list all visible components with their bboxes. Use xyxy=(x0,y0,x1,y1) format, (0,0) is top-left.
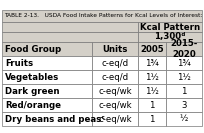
Bar xyxy=(92,56,138,70)
Bar xyxy=(138,42,166,56)
Bar xyxy=(138,84,166,98)
Bar xyxy=(166,56,202,70)
Text: c-eq/wk: c-eq/wk xyxy=(98,101,132,109)
Text: 1: 1 xyxy=(181,86,187,95)
Text: Food Group: Food Group xyxy=(5,45,61,53)
Bar xyxy=(166,98,202,112)
Bar xyxy=(166,84,202,98)
Text: Fruits: Fruits xyxy=(5,59,33,68)
Text: 2015-
2020: 2015- 2020 xyxy=(170,40,198,59)
Text: Vegetables: Vegetables xyxy=(5,72,59,82)
Text: Kcal Pattern: Kcal Pattern xyxy=(140,22,200,32)
Text: Dark green: Dark green xyxy=(5,86,60,95)
Text: 1¾: 1¾ xyxy=(145,59,159,68)
Bar xyxy=(2,42,92,56)
Text: Units: Units xyxy=(102,45,128,53)
Bar xyxy=(138,56,166,70)
Text: 1½: 1½ xyxy=(145,86,159,95)
Text: c-eq/wk: c-eq/wk xyxy=(98,115,132,124)
Bar xyxy=(2,10,202,22)
Bar xyxy=(2,32,138,42)
Text: 1½: 1½ xyxy=(177,72,191,82)
Text: 1½: 1½ xyxy=(145,72,159,82)
Text: 2005: 2005 xyxy=(140,45,164,53)
Text: Dry beans and peasᶜ: Dry beans and peasᶜ xyxy=(5,115,105,124)
Text: 1: 1 xyxy=(149,101,155,109)
Bar xyxy=(2,112,92,126)
Bar xyxy=(92,98,138,112)
Bar xyxy=(138,98,166,112)
Bar xyxy=(92,112,138,126)
Text: c-eq/d: c-eq/d xyxy=(101,72,129,82)
Text: TABLE 2-13.   USDA Food Intake Patterns for Kcal Levels of Interest: Comparison : TABLE 2-13. USDA Food Intake Patterns fo… xyxy=(4,14,204,18)
Bar xyxy=(2,70,92,84)
Bar xyxy=(92,70,138,84)
Text: 1: 1 xyxy=(149,115,155,124)
Bar xyxy=(138,112,166,126)
Text: Red/orange: Red/orange xyxy=(5,101,61,109)
Bar xyxy=(166,112,202,126)
Bar xyxy=(138,70,166,84)
Bar xyxy=(138,32,202,42)
Bar xyxy=(138,22,202,32)
Bar xyxy=(166,70,202,84)
Bar xyxy=(2,98,92,112)
Text: c-eq/wk: c-eq/wk xyxy=(98,86,132,95)
Text: 3: 3 xyxy=(181,101,187,109)
Text: 1¾: 1¾ xyxy=(177,59,191,68)
Bar xyxy=(2,56,92,70)
Bar xyxy=(166,42,202,56)
Bar xyxy=(92,84,138,98)
Text: ½: ½ xyxy=(180,115,188,124)
Bar xyxy=(2,22,138,32)
Text: c-eq/d: c-eq/d xyxy=(101,59,129,68)
Bar xyxy=(92,42,138,56)
Bar xyxy=(2,84,92,98)
Text: 1,300ᵈ: 1,300ᵈ xyxy=(154,32,186,41)
